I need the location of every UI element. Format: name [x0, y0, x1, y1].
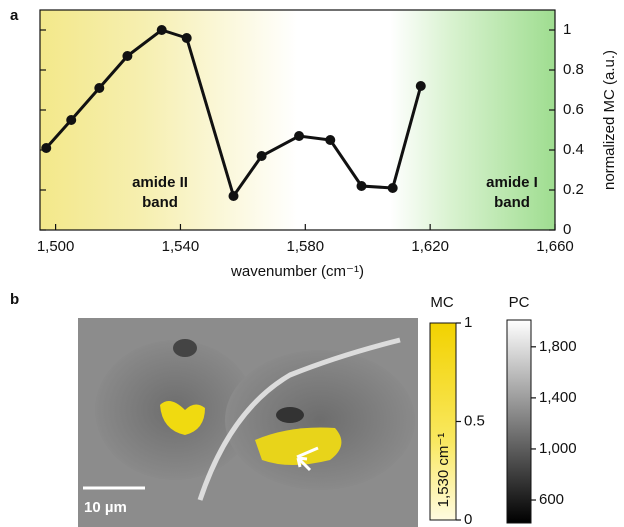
y-tick-label: 0.8 — [563, 61, 584, 78]
colorbar-title: PC — [509, 294, 530, 311]
x-tick-label: 1,620 — [411, 238, 449, 255]
micrograph — [78, 318, 418, 527]
annotation: amide I — [486, 174, 538, 191]
annotation: band — [494, 194, 530, 211]
y-tick-label: 1 — [563, 21, 571, 38]
pc-colorbar — [506, 319, 532, 524]
x-axis-label: wavenumber (cm⁻¹) — [230, 263, 364, 280]
colorbar-tick-label: 1,800 — [539, 338, 577, 355]
scale-bar-label: 10 µm — [84, 499, 127, 516]
point — [387, 183, 398, 193]
point — [66, 115, 77, 125]
point — [228, 191, 239, 201]
y-tick-label: 0.2 — [563, 181, 584, 198]
x-tick-label: 1,580 — [287, 238, 325, 255]
point — [41, 143, 52, 153]
y-axis-label: normalized MC (a.u.) — [601, 50, 618, 190]
point — [356, 181, 367, 191]
y-tick-label: 0 — [563, 221, 571, 238]
y-tick-label: 0.4 — [563, 141, 584, 158]
point — [122, 51, 133, 61]
point — [94, 83, 105, 93]
colorbar-tick-label: 1,000 — [539, 440, 577, 457]
band-shading — [40, 10, 555, 230]
x-tick-label: 1,660 — [536, 238, 574, 255]
panel-label: a — [10, 7, 19, 24]
colorbar-tick-label: 1 — [464, 314, 472, 331]
point — [256, 151, 267, 161]
x-tick-label: 1,540 — [162, 238, 200, 255]
mc-colorbar — [429, 322, 457, 521]
colorbar-label: 1,530 cm⁻¹ — [435, 433, 452, 508]
colorbar-tick-label: 1,400 — [539, 389, 577, 406]
point — [325, 135, 336, 145]
panel-label: b — [10, 291, 19, 308]
x-tick-label: 1,500 — [37, 238, 75, 255]
point — [181, 33, 192, 43]
plot-frame — [39, 9, 556, 231]
point — [294, 131, 305, 141]
point — [415, 81, 426, 91]
colorbar-tick-label: 0 — [464, 511, 472, 527]
colorbar-tick-label: 0.5 — [464, 412, 485, 429]
colorbar-title: MC — [430, 294, 453, 311]
annotation: amide II — [132, 174, 188, 191]
point — [156, 25, 167, 35]
annotation: band — [142, 194, 178, 211]
y-tick-label: 0.6 — [563, 101, 584, 118]
colorbar-tick-label: 600 — [539, 491, 564, 508]
